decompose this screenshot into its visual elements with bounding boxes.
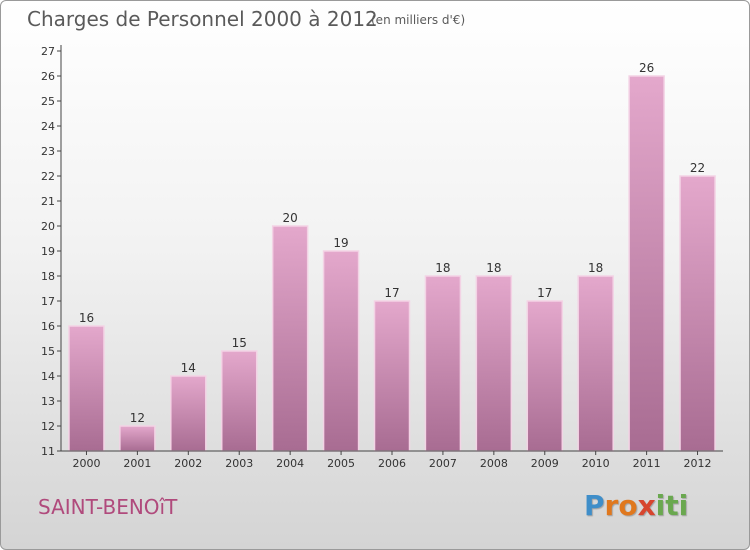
bar — [679, 175, 716, 452]
x-tick-label: 2005 — [327, 457, 355, 470]
brand-letter: P — [584, 489, 605, 522]
x-tick-label: 2004 — [276, 457, 304, 470]
data-label: 18 — [588, 261, 603, 275]
bar — [373, 300, 411, 452]
y-tick-label: 24 — [41, 120, 55, 133]
commune-name: SAINT-BENOîT — [38, 495, 178, 519]
y-tick-label: 25 — [41, 95, 55, 108]
bar — [628, 75, 665, 452]
brand-logo: Proxiti — [584, 489, 688, 522]
y-tick-label: 19 — [41, 245, 55, 258]
bar — [271, 225, 309, 452]
data-label: 12 — [130, 411, 145, 425]
y-tick-label: 14 — [41, 370, 55, 383]
y-tick-label: 13 — [41, 395, 55, 408]
chart-title: Charges de Personnel 2000 à 2012 — [27, 7, 378, 31]
y-tick-label: 16 — [41, 320, 55, 333]
brand-letter: t — [665, 489, 679, 522]
bars-group: 16 12 14 15 20 19 17 18 18 17 18 26 22 — [68, 61, 716, 452]
y-tick-label: 18 — [41, 270, 55, 283]
data-label: 16 — [79, 311, 94, 325]
data-label: 17 — [384, 286, 399, 300]
data-label: 22 — [690, 161, 705, 175]
x-tick-label: 2010 — [582, 457, 610, 470]
data-label: 18 — [435, 261, 450, 275]
y-tick-label: 17 — [41, 295, 55, 308]
x-tick-label: 2006 — [378, 457, 406, 470]
bar — [170, 375, 207, 452]
y-tick-label: 26 — [41, 70, 55, 83]
x-tick-label: 2001 — [123, 457, 151, 470]
brand-letter: r — [604, 489, 619, 522]
bar — [68, 325, 105, 452]
bar — [119, 425, 156, 452]
data-label: 17 — [537, 286, 552, 300]
y-tick-label: 21 — [41, 195, 55, 208]
bar — [424, 275, 462, 452]
chart-unit: (en milliers d'€) — [371, 13, 466, 27]
data-label: 18 — [486, 261, 501, 275]
y-tick-label: 20 — [41, 220, 55, 233]
brand-letter: o — [618, 489, 638, 522]
data-label: 14 — [181, 361, 196, 375]
x-tick-label: 2003 — [225, 457, 253, 470]
x-tick-label: 2008 — [480, 457, 508, 470]
y-tick-label: 27 — [41, 45, 55, 58]
x-tick-label: 2007 — [429, 457, 457, 470]
y-tick-label: 12 — [41, 420, 55, 433]
bar — [526, 300, 564, 452]
y-tick-label: 22 — [41, 170, 55, 183]
x-axis: 2000 2001 2002 2003 2004 2005 2006 2007 2008 2009… — [61, 450, 723, 470]
bar — [577, 275, 614, 452]
y-tick-label: 23 — [41, 145, 55, 158]
data-label: 20 — [283, 211, 298, 225]
bar — [322, 250, 360, 452]
y-tick-label: 15 — [41, 345, 55, 358]
x-tick-label: 2009 — [531, 457, 559, 470]
data-label: 19 — [333, 236, 348, 250]
x-tick-label: 2000 — [72, 457, 100, 470]
brand-letter: x — [637, 489, 656, 522]
data-label: 26 — [639, 61, 654, 75]
x-tick-label: 2002 — [174, 457, 202, 470]
brand-letter: i — [655, 489, 666, 522]
x-tick-label: 2012 — [684, 457, 712, 470]
brand-letter: i — [678, 489, 689, 522]
data-label: 15 — [232, 336, 247, 350]
bar — [220, 350, 258, 452]
x-tick-label: 2011 — [633, 457, 661, 470]
y-tick-label: 11 — [41, 445, 55, 458]
bar — [475, 275, 513, 452]
y-axis: 11 12 13 14 15 16 17 18 19 20 21 22 23 24 25 26 27 — [41, 45, 62, 458]
